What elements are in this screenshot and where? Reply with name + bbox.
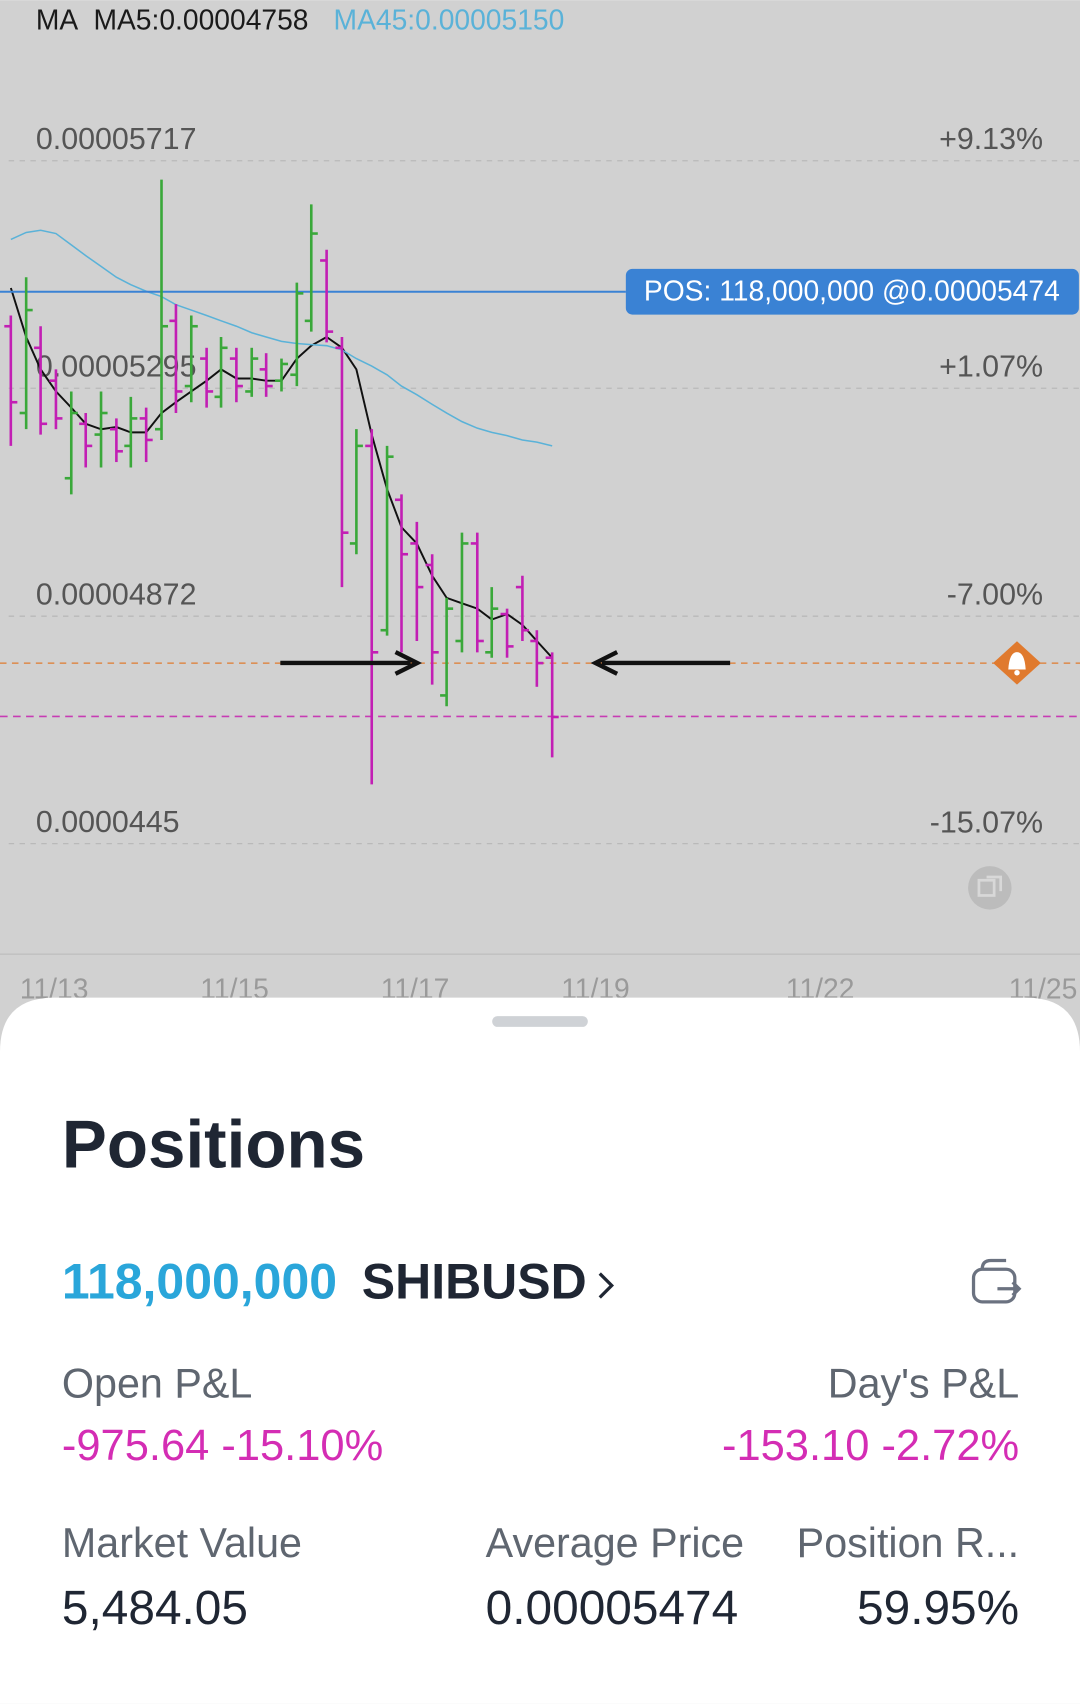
open-pl-value: -975.64 -15.10%: [62, 1422, 383, 1470]
position-badge: [625, 268, 1079, 315]
ma5-legend: MA5:0.00004758: [93, 3, 308, 35]
position-ratio-label: Position R...: [797, 1520, 1019, 1566]
ma-line: [10, 229, 553, 447]
average-price: 0.00005474: [486, 1582, 739, 1635]
y2-tick-label: +9.13%: [939, 122, 1043, 156]
position-badge-label: POS: 118,000,000 @0.00005474: [644, 274, 1060, 306]
y2-tick-label: -15.07%: [930, 805, 1043, 839]
icon-top: [980, 1258, 1007, 1270]
arrow-right-head: [394, 650, 423, 676]
y-tick-label: 0.0000445: [36, 805, 180, 839]
y-tick-label: 0.00004872: [36, 578, 197, 612]
position-symbol: SHIBUSD: [362, 1254, 587, 1310]
expand-button[interactable]: [968, 866, 1012, 910]
position-ratio: 59.95%: [857, 1582, 1019, 1635]
annotation-arrows: [280, 650, 731, 676]
chevron-icon[interactable]: [598, 1272, 615, 1299]
drag-handle[interactable]: [492, 1016, 588, 1027]
market-value-label: Market Value: [62, 1520, 302, 1566]
indicator-label: MA: [36, 3, 79, 35]
icon-arrow: [997, 1281, 1022, 1297]
chart-layer: 0.00005717 0.00005295 0.00004872 0.0000445 +…: [0, 122, 1080, 1005]
days-pl-label: Day's P&L: [828, 1360, 1019, 1406]
position-heading[interactable]: 118,000,000 SHIBUSD: [62, 1254, 587, 1310]
average-price-label: Average Price: [486, 1520, 744, 1566]
positions-sheet: [0, 997, 1080, 1704]
y2-tick-label: +1.07%: [939, 350, 1043, 384]
arrow-left-head: [590, 650, 619, 676]
bell-shape: [1008, 652, 1026, 670]
close-position-icon[interactable]: [971, 1258, 1022, 1304]
expand-glyph-corner: [986, 875, 1003, 892]
expand-circle: [968, 866, 1012, 910]
sheet-title: Positions: [62, 1108, 365, 1183]
expand-glyph: [977, 878, 996, 897]
open-pl-label: Open P&L: [62, 1360, 252, 1406]
y-tick-label: 0.00005295: [36, 350, 197, 384]
y-tick-label: 0.00005717: [36, 122, 197, 156]
position-quantity: 118,000,000: [62, 1254, 337, 1310]
market-value: 5,484.05: [62, 1582, 248, 1635]
bell-clapper: [1014, 670, 1020, 676]
ma45-legend: MA45:0.00005150: [334, 3, 565, 35]
days-pl-value: -153.10 -2.72%: [722, 1422, 1019, 1470]
y2-tick-label: -7.00%: [947, 578, 1043, 612]
